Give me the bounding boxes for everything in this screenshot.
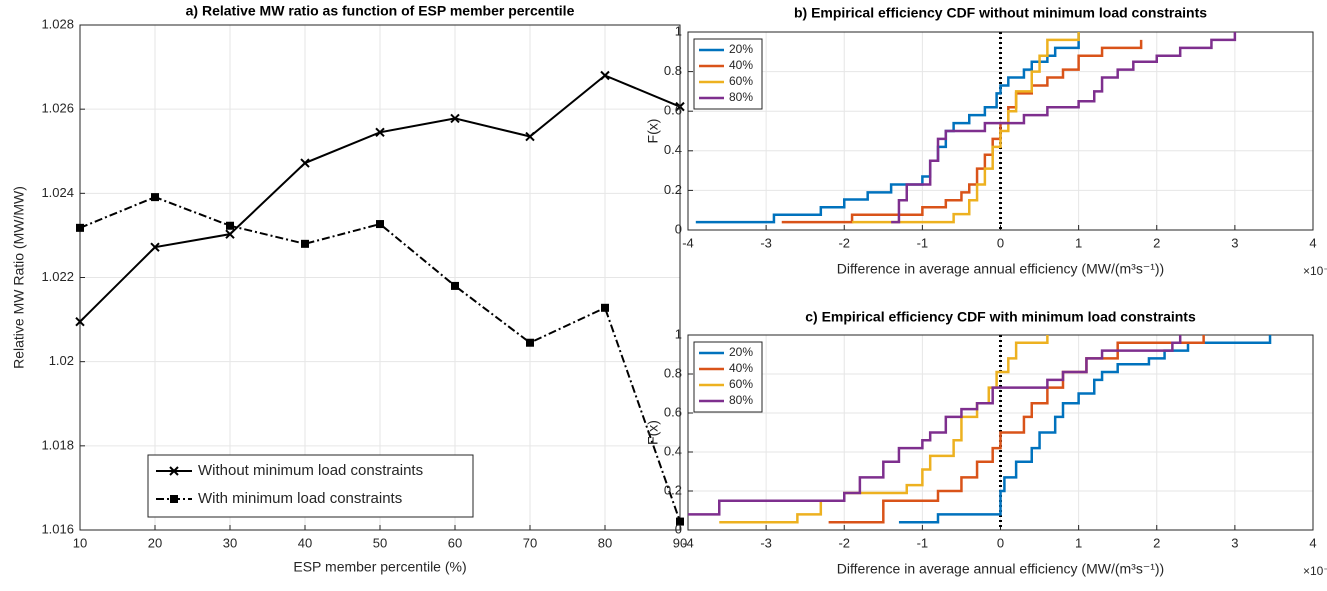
x-tick-label: -2 [838, 235, 850, 250]
marker [526, 338, 534, 347]
y-tick-label: 0.4 [664, 142, 682, 157]
y-tick-label: 1.028 [41, 16, 74, 31]
legend-marker [170, 495, 178, 503]
x-tick-label: 70 [523, 535, 537, 550]
y-tick-label: 1.02 [49, 353, 74, 368]
x-axis-label: Difference in average annual efficiency … [837, 561, 1164, 577]
marker [675, 101, 685, 112]
x-tick-label: 0 [997, 235, 1004, 250]
legend-label: 20% [729, 42, 753, 56]
x-tick-label: -3 [760, 535, 772, 550]
marker [150, 242, 160, 252]
x-multiplier: ×10⁻³ [1303, 264, 1327, 278]
y-axis-label: F(x) [645, 119, 661, 144]
legend-marker [169, 466, 179, 476]
marker [525, 131, 535, 142]
x-tick-label: -4 [682, 535, 694, 550]
legend-label: 60% [729, 377, 753, 391]
x-tick-label: -1 [917, 535, 929, 550]
y-tick-label: 0.2 [664, 182, 682, 197]
y-tick-label: 0.4 [664, 443, 682, 458]
marker [75, 316, 85, 327]
y-tick-label: 1.024 [41, 185, 74, 200]
y-tick-label: 1.016 [41, 521, 74, 536]
cdf-line [898, 335, 1272, 524]
y-tick-label: 0.2 [664, 482, 682, 497]
x-tick-label: 3 [1231, 235, 1238, 250]
x-tick-label: 2 [1153, 235, 1160, 250]
marker [600, 70, 610, 81]
y-tick-label: 1.022 [41, 269, 74, 284]
y-tick-label: 0.6 [664, 404, 682, 419]
cdf-line [891, 32, 1237, 224]
x-tick-label: 1 [1075, 535, 1082, 550]
chart-title: b) Empirical efficiency CDF without mini… [794, 5, 1207, 21]
x-tick-label: 90 [673, 535, 687, 550]
cdf-line [688, 335, 1182, 516]
x-axis-label: Difference in average annual efficiency … [837, 261, 1164, 277]
x-tick-label: 40 [298, 535, 312, 550]
x-tick-label: 60 [448, 535, 462, 550]
marker [76, 223, 84, 232]
marker [676, 517, 684, 526]
marker [376, 220, 384, 229]
x-tick-label: -2 [838, 535, 850, 550]
y-tick-label: 1.018 [41, 437, 74, 452]
legend-label: 80% [729, 90, 753, 104]
y-tick-label: 0.8 [664, 63, 682, 78]
legend-label: With minimum load constraints [198, 490, 402, 507]
cdf-line [719, 335, 1049, 524]
x-multiplier: ×10⁻³ [1303, 564, 1327, 578]
x-tick-label: 4 [1309, 535, 1316, 550]
y-tick-label: 1 [675, 23, 682, 38]
legend-label: Without minimum load constraints [198, 462, 423, 479]
marker [450, 113, 460, 124]
chart-title: a) Relative MW ratio as function of ESP … [186, 3, 575, 19]
marker [375, 127, 385, 138]
x-tick-label: 1 [1075, 235, 1082, 250]
legend-box [147, 454, 474, 518]
legend-label: 80% [729, 393, 753, 407]
x-tick-label: 4 [1309, 235, 1316, 250]
x-tick-label: -4 [682, 235, 694, 250]
marker [226, 221, 234, 230]
y-tick-label: 1.026 [41, 101, 74, 116]
legend-label: 40% [729, 361, 753, 375]
y-axis-label: Relative MW Ratio (MW/MW) [11, 186, 27, 369]
marker [601, 303, 609, 312]
x-tick-label: 80 [598, 535, 612, 550]
legend-label: 40% [729, 58, 753, 72]
marker [225, 229, 235, 239]
x-tick-label: 30 [223, 535, 237, 550]
y-tick-label: 0.8 [664, 365, 682, 380]
x-axis-label: ESP member percentile (%) [293, 559, 466, 575]
y-tick-label: 0 [675, 221, 682, 236]
marker [451, 281, 459, 290]
y-tick-label: 1 [675, 326, 682, 341]
x-tick-label: 50 [373, 535, 387, 550]
x-tick-label: 0 [997, 535, 1004, 550]
marker [301, 239, 309, 248]
y-tick-label: 0.6 [664, 103, 682, 118]
x-tick-label: 3 [1231, 535, 1238, 550]
x-tick-label: -3 [760, 235, 772, 250]
x-tick-label: 10 [73, 535, 87, 550]
cdf-line [852, 32, 1080, 224]
x-tick-label: 2 [1153, 535, 1160, 550]
legend-label: 20% [729, 345, 753, 359]
plot-frame [79, 24, 681, 531]
legend-label: 60% [729, 74, 753, 88]
y-tick-label: 0 [675, 521, 682, 536]
x-tick-label: -1 [917, 235, 929, 250]
y-axis-label: F(x) [645, 420, 661, 445]
marker [300, 158, 310, 168]
cdf-line [695, 32, 1080, 224]
marker [151, 193, 159, 202]
x-tick-label: 20 [148, 535, 162, 550]
chart-title: c) Empirical efficiency CDF with minimum… [805, 309, 1196, 325]
